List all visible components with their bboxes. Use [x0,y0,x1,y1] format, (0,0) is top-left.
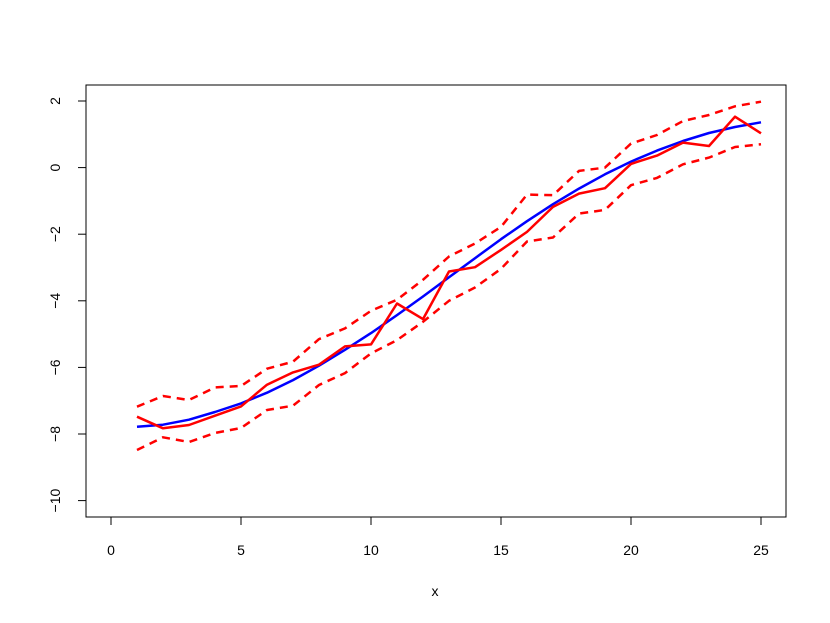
x-axis: 0 5 10 15 20 25 [107,516,769,558]
y-tick-label: 2 [47,97,63,105]
series-layer [136,100,762,452]
x-tick-label: 15 [493,542,509,558]
x-axis-title: x [432,583,439,599]
series-line-2 [136,115,762,430]
series-line-4 [136,143,762,452]
series-line-3 [136,100,762,408]
y-tick-label: −8 [47,426,63,442]
y-axis: −10 −8 −6 −4 −2 0 2 [47,97,87,513]
x-tick-label: 10 [363,542,379,558]
series-line-1 [136,121,762,428]
y-tick-label: −2 [47,226,63,242]
y-tick-label: −4 [47,293,63,309]
y-tick-label: −10 [47,489,63,513]
x-tick-label: 5 [237,542,245,558]
y-tick-label: 0 [47,163,63,171]
x-tick-label: 25 [753,542,769,558]
y-tick-label: −6 [47,359,63,375]
x-tick-label: 20 [623,542,639,558]
x-tick-label: 0 [107,542,115,558]
